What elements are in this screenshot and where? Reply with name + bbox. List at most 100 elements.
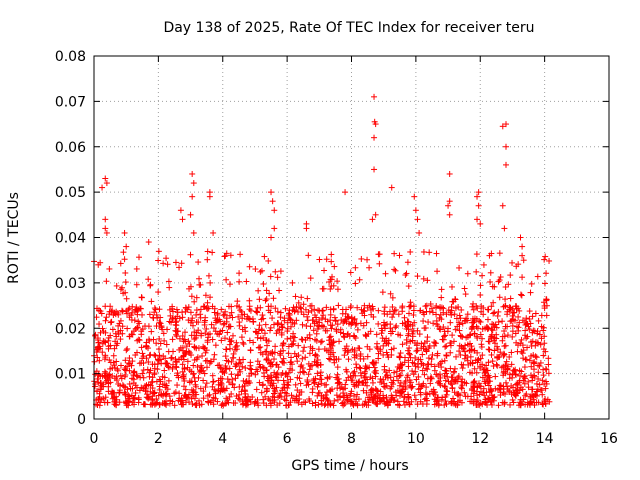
- data-point: [169, 336, 176, 343]
- data-point: [526, 400, 533, 407]
- y-tick-label: 0.04: [55, 231, 86, 247]
- data-point: [352, 264, 359, 271]
- data-point: [513, 303, 520, 310]
- data-point: [196, 275, 203, 282]
- data-point: [218, 337, 225, 344]
- data-point: [312, 399, 319, 406]
- data-point: [191, 357, 198, 364]
- data-point: [401, 359, 408, 366]
- data-point: [451, 311, 458, 318]
- data-point: [474, 325, 481, 332]
- data-point: [243, 278, 250, 285]
- data-point: [309, 347, 316, 354]
- data-point: [92, 381, 99, 388]
- data-point: [151, 305, 158, 312]
- data-point: [124, 325, 131, 332]
- data-point: [519, 243, 526, 250]
- data-point: [304, 317, 311, 324]
- data-point: [110, 311, 117, 318]
- data-point: [434, 350, 441, 357]
- data-point: [202, 330, 209, 337]
- data-point: [302, 354, 309, 361]
- data-point: [270, 380, 277, 387]
- data-point: [440, 305, 447, 312]
- data-point: [530, 359, 537, 366]
- data-point: [289, 319, 296, 326]
- data-point: [334, 380, 341, 387]
- data-point: [477, 331, 484, 338]
- data-point: [435, 379, 442, 386]
- data-point: [236, 278, 243, 285]
- data-point: [542, 385, 549, 392]
- data-point: [156, 352, 163, 359]
- data-point: [238, 334, 245, 341]
- data-point: [462, 352, 469, 359]
- data-point: [177, 398, 184, 405]
- data-point: [246, 337, 253, 344]
- data-point: [380, 376, 387, 383]
- data-point: [456, 327, 463, 334]
- data-point: [124, 363, 131, 370]
- data-point: [189, 400, 196, 407]
- data-point: [296, 375, 303, 382]
- data-point: [123, 243, 130, 250]
- data-point: [406, 350, 413, 357]
- data-point: [396, 354, 403, 361]
- data-point: [503, 358, 510, 365]
- data-point: [403, 323, 410, 330]
- data-point: [144, 391, 151, 398]
- data-point: [255, 287, 262, 294]
- data-point: [537, 387, 544, 394]
- data-point: [509, 305, 516, 312]
- data-point: [157, 340, 164, 347]
- data-point: [350, 381, 357, 388]
- data-point: [255, 330, 262, 337]
- data-point: [540, 372, 547, 379]
- data-point: [443, 352, 450, 359]
- data-point: [503, 121, 509, 128]
- data-point: [261, 253, 268, 260]
- data-point: [119, 330, 126, 337]
- data-point: [158, 323, 165, 330]
- data-point: [519, 274, 526, 281]
- data-point: [504, 308, 511, 315]
- data-point: [389, 304, 396, 311]
- data-point: [487, 269, 494, 276]
- data-point: [527, 289, 534, 296]
- data-point: [210, 356, 217, 363]
- data-point: [322, 391, 329, 398]
- data-point: [295, 352, 302, 359]
- data-point: [416, 331, 423, 338]
- data-point: [267, 361, 274, 368]
- data-point: [509, 312, 516, 319]
- data-point: [276, 287, 283, 294]
- data-point: [111, 345, 118, 352]
- data-point: [464, 311, 471, 318]
- data-point: [515, 327, 522, 334]
- data-point: [209, 303, 216, 310]
- data-point: [103, 180, 110, 187]
- data-point: [333, 326, 340, 333]
- data-point: [406, 303, 413, 310]
- data-point: [138, 331, 145, 338]
- data-point: [269, 382, 276, 389]
- data-point: [470, 306, 477, 313]
- data-point: [457, 315, 464, 322]
- data-point: [269, 315, 276, 322]
- data-point: [435, 394, 442, 401]
- data-point: [179, 216, 186, 223]
- data-point: [126, 314, 133, 321]
- data-point: [272, 268, 279, 275]
- data-point: [156, 346, 163, 353]
- data-point: [464, 270, 471, 277]
- data-point: [323, 381, 330, 388]
- data-point: [328, 258, 335, 265]
- data-point: [413, 376, 420, 383]
- data-point: [233, 361, 240, 368]
- data-point: [502, 379, 509, 386]
- data-point: [105, 383, 112, 390]
- data-point: [169, 398, 176, 405]
- data-point: [534, 328, 541, 335]
- data-point: [93, 349, 100, 356]
- data-point: [411, 193, 418, 200]
